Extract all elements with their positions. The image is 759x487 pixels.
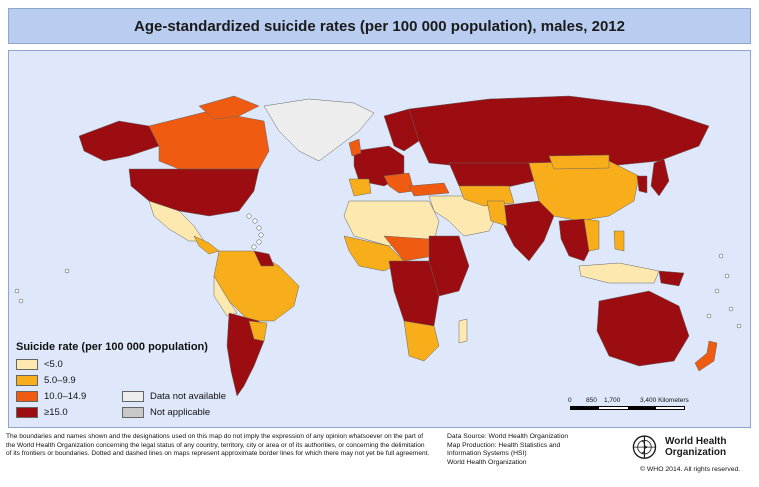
map-legend: Suicide rate (per 100 000 population) <5… (16, 341, 246, 418)
legend-item-low: <5.0 (16, 359, 122, 370)
region-japan (650, 158, 670, 197)
region-india (498, 200, 555, 262)
disclaimer-text: The boundaries and names shown and the d… (6, 433, 430, 458)
region-new-zealand (694, 340, 718, 372)
scale-tick-0: 0 (568, 397, 572, 404)
legend-title: Suicide rate (per 100 000 population) (16, 341, 208, 353)
legend-item-very-high: ≥15.0 (16, 407, 122, 418)
map-title: Age-standardized suicide rates (per 100 … (133, 17, 625, 35)
legend-item-medium: 5.0–9.9 (16, 375, 122, 386)
region-central-america (193, 235, 220, 255)
region-paraguay (248, 320, 268, 342)
scale-tick-1700: 1,700 (604, 397, 621, 404)
legend-swatch-high (16, 391, 38, 402)
region-madagascar (458, 318, 468, 344)
region-turkey (408, 182, 450, 197)
region-canada-islands (198, 95, 260, 120)
region-china (528, 160, 640, 222)
region-usa (128, 168, 260, 217)
scale-bar: 0 850 1,700 3,400 Kilometers (566, 397, 746, 419)
region-vietnam (583, 218, 600, 252)
region-indonesia (578, 262, 660, 284)
scale-tick-850: 850 (586, 397, 597, 404)
copyright-text: © WHO 2014. All rights reserved. (640, 466, 741, 473)
legend-item-not-available: Data not available (122, 391, 242, 402)
region-greenland (263, 98, 375, 162)
region-kazakhstan (448, 162, 535, 190)
region-papua (658, 270, 685, 287)
legend-swatch-medium (16, 375, 38, 386)
legend-item-not-applicable: Not applicable (122, 407, 242, 418)
who-emblem-icon (632, 435, 657, 459)
region-philippines (613, 230, 625, 252)
scale-bar-segments (570, 406, 685, 410)
legend-swatch-not-available (122, 391, 144, 402)
region-italy-balkans (383, 172, 415, 194)
region-russia (408, 95, 710, 167)
legend-swatch-very-high (16, 407, 38, 418)
region-southern-africa (403, 320, 440, 362)
region-guyana (253, 250, 275, 267)
region-canada (148, 110, 270, 170)
region-iberia (348, 178, 372, 197)
map-title-bar: Age-standardized suicide rates (per 100 … (8, 8, 751, 44)
legend-swatch-low (16, 359, 38, 370)
region-korea (636, 175, 648, 194)
region-pakistan (486, 200, 508, 227)
legend-swatch-not-applicable (122, 407, 144, 418)
world-map-svg (14, 95, 742, 397)
small-island-markers (14, 213, 742, 329)
who-name: World Health Organization (665, 436, 727, 458)
data-source: Data Source: World Health Organization M… (447, 433, 569, 466)
world-map (8, 50, 751, 428)
region-uk (348, 138, 362, 157)
region-australia (596, 290, 690, 367)
scale-tick-3400: 3,400 Kilometers (640, 397, 689, 404)
region-alaska (78, 120, 160, 162)
region-mongolia (548, 154, 610, 170)
legend-item-high: 10.0–14.9 (16, 391, 122, 402)
